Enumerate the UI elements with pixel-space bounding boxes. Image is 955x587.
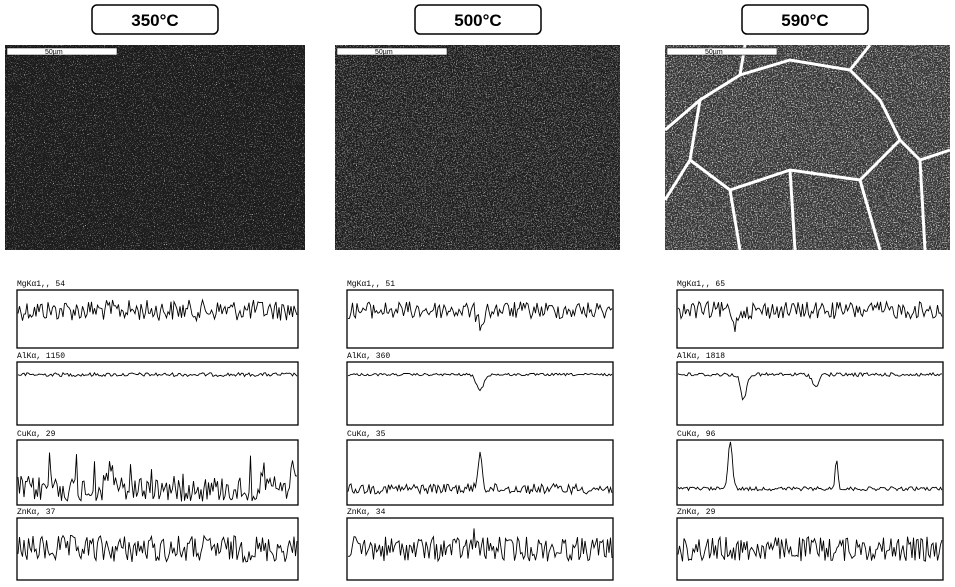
scan-label: ZnKα, 29 <box>677 508 716 517</box>
sem-grain <box>335 45 620 250</box>
scan-label: AlKα, 1818 <box>677 352 725 361</box>
scan-trace <box>678 373 942 400</box>
scan-frame <box>347 362 613 425</box>
scan-trace <box>18 453 297 502</box>
scan-trace <box>18 535 297 562</box>
figure: 350°C 50µm MgKα1,, 54 AlKα, 1150 CuKα, 29 ZnK… <box>0 0 955 587</box>
scan-trace <box>348 302 612 331</box>
scan-trace <box>18 373 297 377</box>
scan-label: AlKα, 1150 <box>17 352 65 361</box>
scan-trace <box>348 452 612 494</box>
scan-trace <box>678 537 942 562</box>
panel-title: 350°C <box>131 11 178 30</box>
scan-label: MgKα1,, 65 <box>677 280 725 289</box>
scale-bar-label: 50µm <box>705 49 723 56</box>
scan-frame <box>677 362 943 425</box>
scale-bar-label: 50µm <box>45 49 63 56</box>
scan-label: CuKα, 29 <box>17 430 56 439</box>
scan-label: AlKα, 360 <box>347 352 390 361</box>
scan-label: MgKα1,, 54 <box>17 280 65 289</box>
scan-frame <box>17 290 298 348</box>
scan-label: ZnKα, 34 <box>347 508 386 517</box>
panel-title: 590°C <box>781 11 828 30</box>
scale-bar-label: 50µm <box>375 49 393 56</box>
scan-trace <box>18 300 297 321</box>
panel-title: 500°C <box>454 11 501 30</box>
scan-frame <box>347 440 613 505</box>
scan-trace <box>348 373 612 390</box>
scan-trace <box>678 302 942 332</box>
scan-trace <box>678 442 942 491</box>
scan-label: MgKα1,, 51 <box>347 280 395 289</box>
scan-frame <box>17 362 298 425</box>
scan-trace <box>348 528 612 561</box>
scan-label: CuKα, 96 <box>677 430 716 439</box>
sem-grain <box>5 45 305 250</box>
scan-label: ZnKα, 37 <box>17 508 56 517</box>
figure-canvas: 350°C 50µm MgKα1,, 54 AlKα, 1150 CuKα, 29 ZnK… <box>0 0 955 587</box>
scan-label: CuKα, 35 <box>347 430 386 439</box>
scan-frame <box>347 290 613 348</box>
scan-frame <box>677 440 943 505</box>
